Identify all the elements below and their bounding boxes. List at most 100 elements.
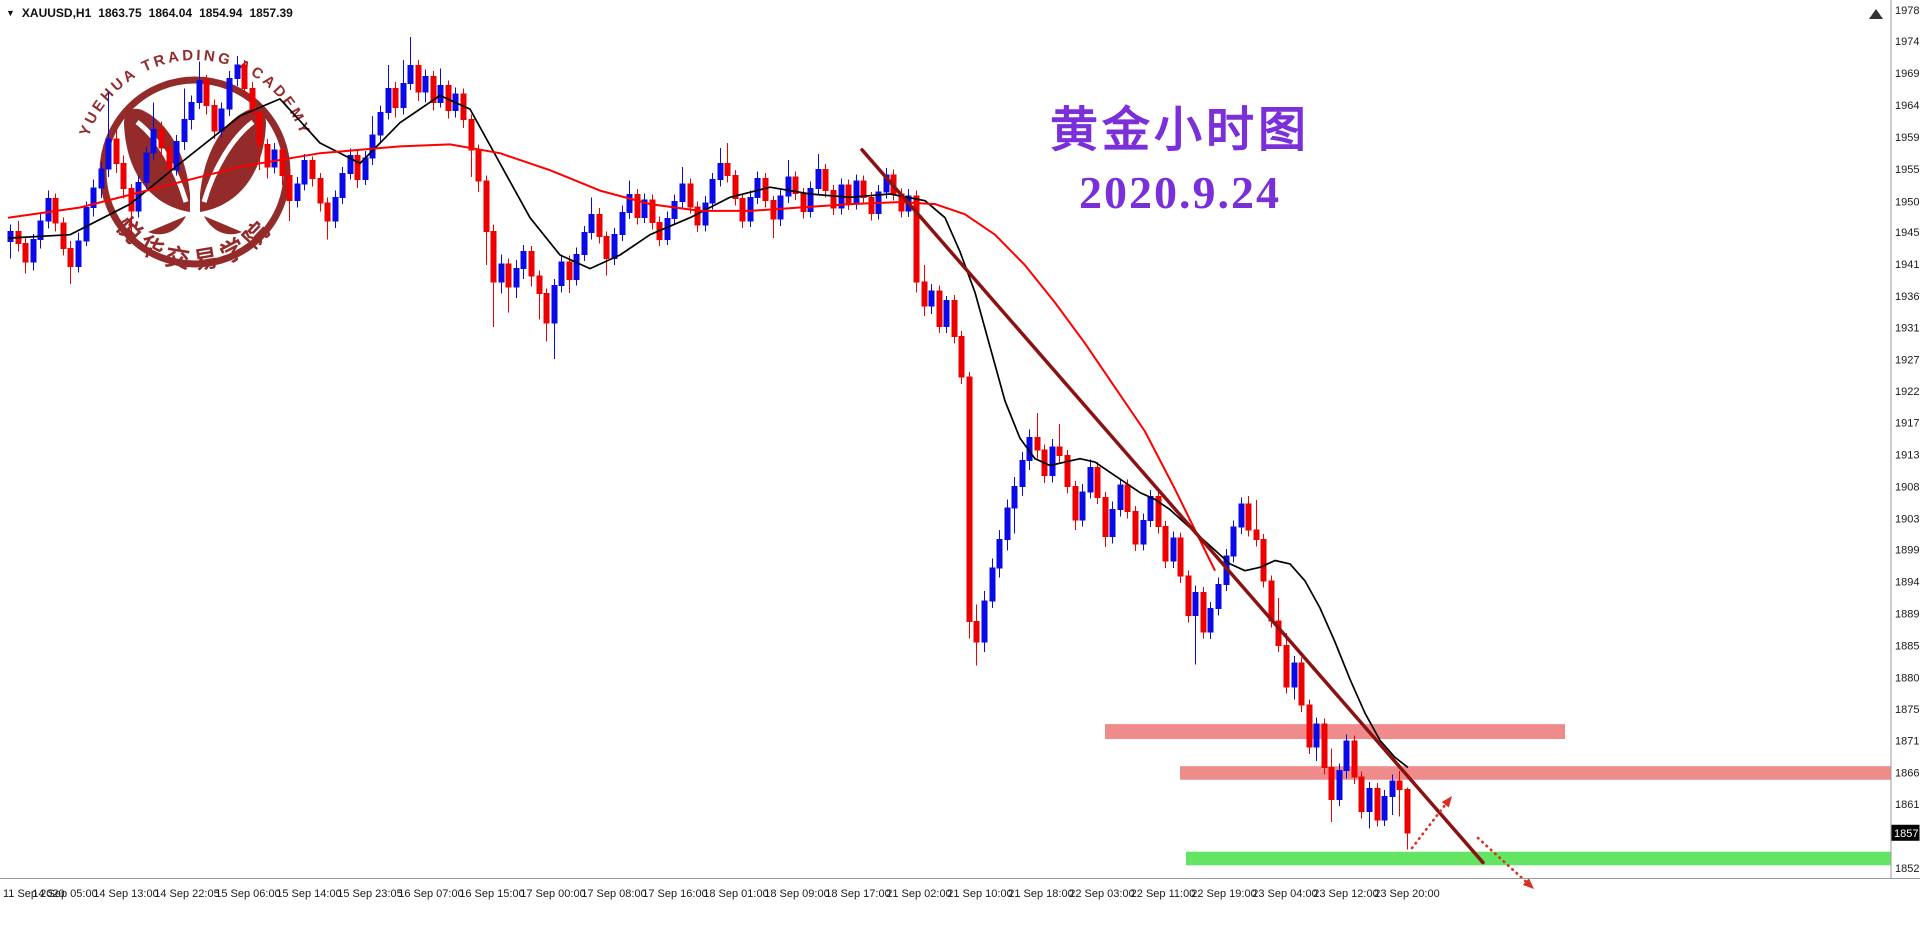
- title-line1: 黄金小时图: [1049, 104, 1310, 157]
- candle-body: [943, 300, 950, 327]
- candle-body: [7, 230, 14, 242]
- candle-body: [1170, 537, 1177, 562]
- logo-leaves-icon: [124, 108, 266, 235]
- candle-body: [113, 138, 120, 164]
- candle-body: [90, 187, 97, 209]
- time-tick-label: 22 Sep 11:00: [1131, 888, 1196, 900]
- candle-body: [22, 243, 29, 263]
- candle-body: [188, 101, 195, 120]
- autoscroll-indicator-icon[interactable]: [1869, 9, 1883, 19]
- candle-body: [256, 111, 263, 145]
- candle-body: [1072, 486, 1079, 521]
- resistance-zone-upper[interactable]: [1105, 724, 1565, 740]
- yuehua-academy-watermark-logo: YUEHUA TRADING ACADEMY 悦华交易学院: [76, 47, 311, 275]
- candle-body: [1245, 503, 1252, 531]
- candle-body: [973, 621, 980, 643]
- resistance-zone-lower[interactable]: [1180, 766, 1891, 780]
- candle-body: [641, 199, 648, 219]
- title-line2: 2020.9.24: [1079, 167, 1281, 218]
- zones-layer[interactable]: [1105, 724, 1891, 866]
- candle-body: [324, 202, 331, 222]
- time-tick-label: 18 Sep 09:00: [764, 888, 829, 900]
- price-tick-label: 1894.40: [1895, 577, 1920, 589]
- candle-body: [392, 88, 399, 109]
- candle-body: [128, 188, 135, 212]
- candle-body: [1162, 526, 1169, 562]
- price-tick-label: 1880.30: [1895, 672, 1920, 684]
- candle-body: [913, 195, 920, 283]
- price-tick-label: 1861.60: [1895, 799, 1920, 811]
- candle-body: [1155, 496, 1162, 528]
- candle-body: [996, 538, 1003, 569]
- candle-body: [75, 240, 82, 268]
- candle-body: [634, 194, 641, 219]
- candle-body: [1087, 467, 1094, 493]
- candle-body: [490, 230, 497, 283]
- candle-body: [1177, 537, 1184, 577]
- time-tick-label: 17 Sep 16:00: [642, 888, 707, 900]
- descending-trendline[interactable]: [860, 148, 1485, 865]
- candle-body: [437, 84, 444, 103]
- candle-body: [1049, 446, 1056, 477]
- price-tick-label: 1927.10: [1895, 355, 1920, 367]
- candle-body: [573, 253, 580, 280]
- price-tick-label: 1964.60: [1895, 100, 1920, 112]
- time-tick-label: 14 Sep 22:05: [154, 888, 219, 900]
- time-tick-label: 23 Sep 04:00: [1252, 888, 1317, 900]
- candle-body: [181, 118, 188, 143]
- time-tick-label: 17 Sep 08:00: [581, 888, 646, 900]
- candle-body: [1389, 780, 1396, 798]
- time-tick-label: 23 Sep 12:00: [1313, 888, 1378, 900]
- time-tick-label: 14 Sep 13:00: [93, 888, 158, 900]
- candle-body: [430, 76, 437, 103]
- candle-body: [626, 194, 633, 213]
- candle-body: [332, 196, 339, 222]
- price-tick-label: 1931.80: [1895, 323, 1920, 335]
- candle-body: [830, 190, 837, 209]
- candle-body: [1079, 491, 1086, 521]
- candle-body: [1351, 740, 1358, 778]
- candle-body: [1396, 780, 1403, 791]
- candle-body: [1117, 484, 1124, 511]
- price-tick-label: 1945.90: [1895, 227, 1920, 239]
- arrow-shaft: [1410, 803, 1447, 850]
- candle-body: [286, 175, 293, 202]
- candle-body: [271, 149, 278, 168]
- candle-body: [528, 251, 535, 277]
- support-zone-green[interactable]: [1186, 851, 1891, 866]
- candle-body: [1343, 740, 1350, 771]
- price-axis[interactable]: 1978.60 1974.00 1969.30 1964.60 1959.90 1955.…: [1890, 0, 1920, 879]
- price-tick-label: 1974.00: [1895, 36, 1920, 48]
- ma-fast-black-line[interactable]: [7, 94, 1409, 769]
- price-tick-label: 1885.00: [1895, 640, 1920, 652]
- candle-body: [966, 376, 973, 623]
- bounce-up-arrow[interactable]: [1410, 796, 1452, 850]
- candle-body: [45, 198, 52, 222]
- candle-body: [1374, 788, 1381, 821]
- candle-body: [1381, 796, 1388, 821]
- symbol-dropdown-icon: ▼: [6, 8, 15, 18]
- candle-body: [347, 154, 354, 175]
- breakdown-down-arrow[interactable]: [1476, 836, 1534, 889]
- svg-text:1857.39: 1857.39: [1894, 828, 1920, 840]
- time-tick-label: 15 Sep 23:05: [337, 888, 402, 900]
- candle-body: [1298, 662, 1305, 706]
- candle-body: [800, 192, 807, 213]
- price-tick-label: 1978.60: [1895, 5, 1920, 17]
- candle-body: [339, 173, 346, 198]
- candle-body: [785, 176, 792, 197]
- candle-body: [158, 128, 165, 149]
- price-tick-label: 1922.50: [1895, 386, 1920, 398]
- time-tick-label: 17 Sep 00:00: [520, 888, 585, 900]
- time-tick-label: 15 Sep 14:00: [276, 888, 341, 900]
- ma-slow-red-line[interactable]: [7, 143, 1216, 572]
- candle-body: [505, 263, 512, 288]
- candle-body: [498, 263, 505, 283]
- candle-body: [1185, 575, 1192, 616]
- candle-body: [732, 175, 739, 200]
- price-tick-label: 1871.00: [1895, 735, 1920, 747]
- candle-body: [687, 183, 694, 208]
- candle-body: [166, 147, 173, 171]
